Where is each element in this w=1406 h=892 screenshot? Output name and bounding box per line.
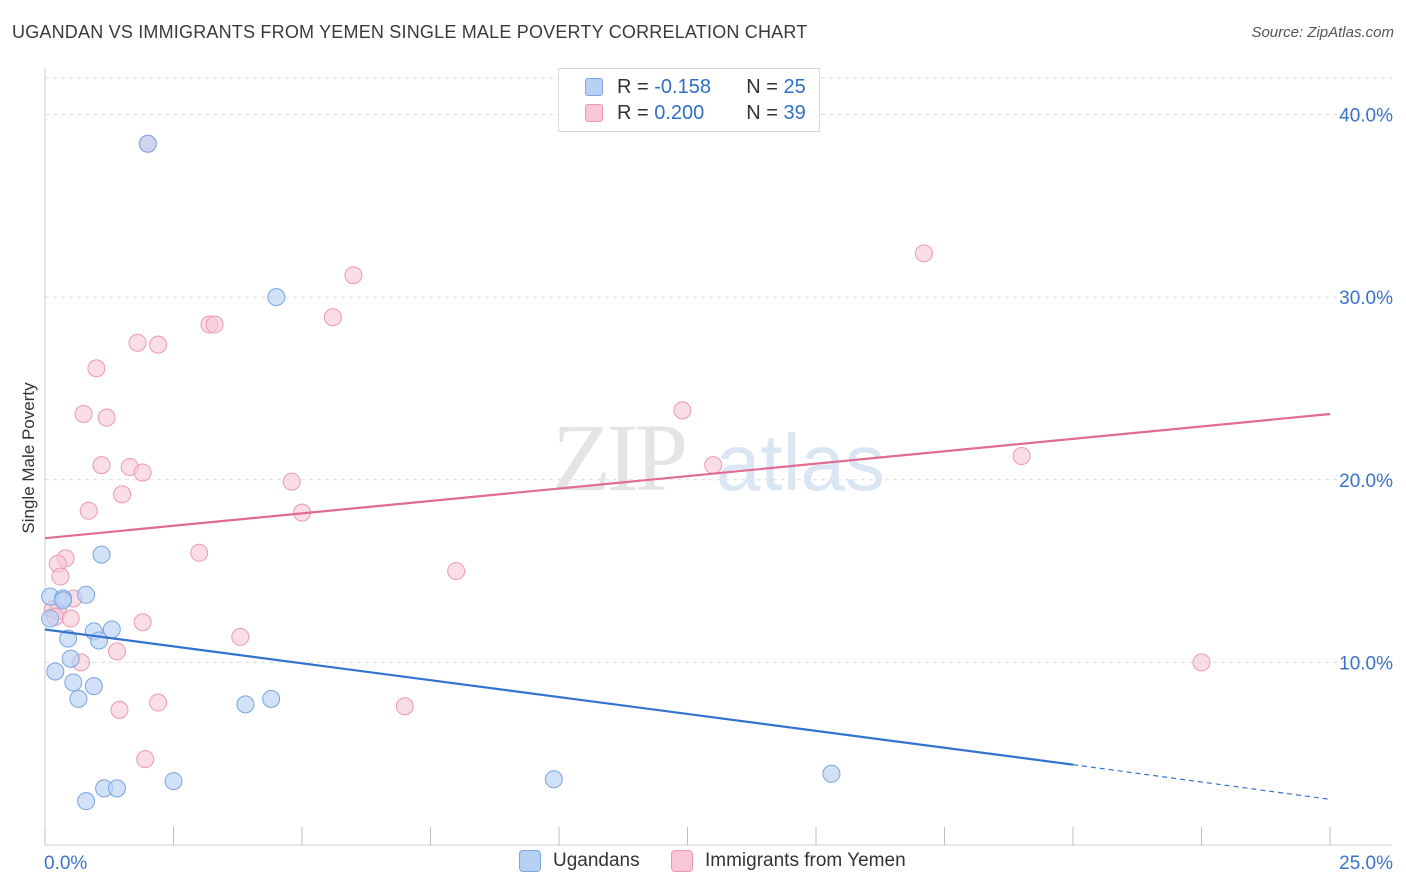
x-tick-label: 25.0% xyxy=(1339,853,1393,874)
point-ugandans xyxy=(61,649,80,668)
point-yemen xyxy=(395,697,414,716)
point-yemen xyxy=(1192,653,1211,672)
point-ugandans xyxy=(107,779,126,798)
point-ugandans xyxy=(84,677,103,696)
point-yemen xyxy=(128,333,147,352)
point-ugandans xyxy=(64,673,83,692)
point-yemen xyxy=(205,315,224,334)
point-ugandans xyxy=(89,631,108,650)
y-tick-label: 20.0% xyxy=(1339,471,1393,492)
y-tick-label: 10.0% xyxy=(1339,653,1393,674)
y-tick-label: 30.0% xyxy=(1339,288,1393,309)
point-yemen xyxy=(61,609,80,628)
point-ugandans xyxy=(53,591,72,610)
point-ugandans xyxy=(77,792,96,811)
point-yemen xyxy=(231,627,250,646)
legend-swatch-yemen xyxy=(585,104,603,122)
legend-n-value-ugandans: 25 xyxy=(783,75,806,98)
x-tick-label: 0.0% xyxy=(44,853,87,874)
legend-r-label: R = xyxy=(617,101,655,124)
series-ugandans-points xyxy=(41,134,841,811)
point-ugandans xyxy=(236,695,255,714)
y-axis-label: Single Male Poverty xyxy=(19,382,38,534)
watermark-atlas: atlas xyxy=(716,418,885,507)
legend-row-ugandans: R = -0.158 N = 25 xyxy=(585,75,806,99)
point-yemen xyxy=(92,456,111,475)
legend-swatch-yemen xyxy=(671,850,693,872)
point-yemen xyxy=(704,456,723,475)
point-yemen xyxy=(133,613,152,632)
trend-lines xyxy=(44,412,1331,800)
point-ugandans xyxy=(262,689,281,708)
point-yemen xyxy=(447,562,466,581)
legend-r-value-yemen: 0.200 xyxy=(654,101,705,124)
point-yemen xyxy=(74,405,93,424)
point-yemen xyxy=(190,543,209,562)
point-yemen xyxy=(133,463,152,482)
point-yemen xyxy=(914,244,933,263)
point-yemen xyxy=(110,700,129,719)
point-yemen xyxy=(136,750,155,769)
axis-labels: 10.0% 20.0% 30.0% 40.0% 0.0% 25.0% Single Male… xyxy=(19,106,1393,874)
legend-r-value-ugandans: -0.158 xyxy=(654,75,711,98)
point-ugandans xyxy=(92,545,111,564)
point-yemen xyxy=(149,693,168,712)
point-yemen xyxy=(107,642,126,661)
point-ugandans xyxy=(544,770,563,789)
legend-r-label: R = xyxy=(617,75,655,98)
point-ugandans xyxy=(138,134,157,153)
grid-lines xyxy=(45,77,1392,663)
point-ugandans xyxy=(59,629,78,648)
point-ugandans xyxy=(77,585,96,604)
axes xyxy=(44,68,1392,846)
correlation-legend: R = -0.158 N = 25 R = 0.200 N = 39 xyxy=(558,68,820,132)
legend-label-yemen: Immigrants from Yemen xyxy=(705,850,906,871)
point-ugandans xyxy=(267,288,286,307)
point-yemen xyxy=(51,567,70,586)
legend-n-label: N = xyxy=(746,75,784,98)
point-yemen xyxy=(323,308,342,327)
legend-swatch-ugandans xyxy=(519,850,541,872)
legend-item-yemen: Immigrants from Yemen xyxy=(671,850,906,872)
point-yemen xyxy=(149,335,168,354)
point-ugandans xyxy=(69,689,88,708)
point-yemen xyxy=(87,359,106,378)
point-ugandans xyxy=(822,764,841,783)
source-label: Source: ZipAtlas.com xyxy=(1251,24,1394,41)
watermark: ZIP atlas xyxy=(552,404,885,511)
point-yemen xyxy=(79,501,98,520)
trendline-yemen xyxy=(44,412,1331,540)
trendline-ugandans-extension xyxy=(1072,764,1331,800)
point-ugandans xyxy=(46,662,65,681)
legend-row-yemen: R = 0.200 N = 39 xyxy=(585,101,806,125)
point-yemen xyxy=(97,408,116,427)
point-yemen xyxy=(673,401,692,420)
point-yemen xyxy=(113,485,132,504)
trendline-ugandans xyxy=(44,628,1074,766)
legend-item-ugandans: Ugandans xyxy=(519,850,640,872)
chart-title: UGANDAN VS IMMIGRANTS FROM YEMEN SINGLE … xyxy=(12,22,808,42)
legend-label-ugandans: Ugandans xyxy=(553,850,640,871)
point-yemen xyxy=(344,266,363,285)
point-ugandans xyxy=(41,609,60,628)
y-tick-label: 40.0% xyxy=(1339,106,1393,127)
legend-swatch-ugandans xyxy=(585,78,603,96)
legend-n-label: N = xyxy=(746,101,784,124)
point-ugandans xyxy=(164,772,183,791)
watermark-zip: ZIP xyxy=(552,404,685,511)
series-legend: Ugandans Immigrants from Yemen xyxy=(0,850,1406,878)
point-yemen xyxy=(1012,447,1031,466)
point-yemen xyxy=(282,472,301,491)
legend-n-value-yemen: 39 xyxy=(783,101,806,124)
